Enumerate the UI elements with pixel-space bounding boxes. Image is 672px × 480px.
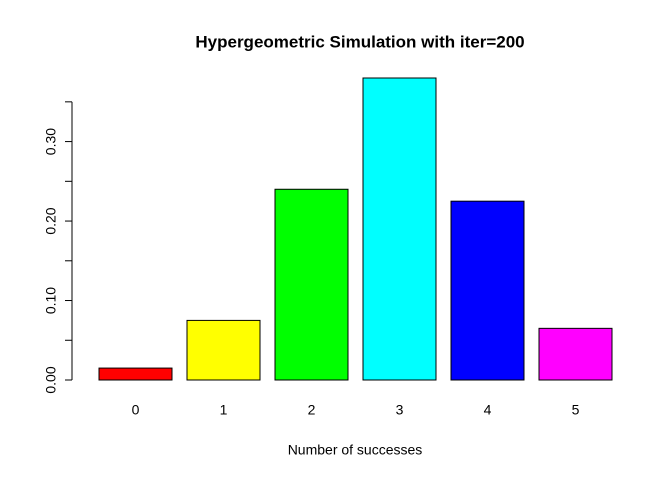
y-tick-label: 0.20 bbox=[43, 207, 59, 234]
y-tick-label: 0.00 bbox=[43, 366, 59, 393]
bar bbox=[362, 77, 437, 381]
y-tick-label: 0.10 bbox=[43, 287, 59, 314]
chart-title: Hypergeometric Simulation with iter=200 bbox=[195, 32, 524, 51]
x-tick-label: 2 bbox=[308, 402, 316, 418]
x-tick-label: 1 bbox=[220, 402, 228, 418]
bar bbox=[450, 200, 525, 381]
x-tick-label: 0 bbox=[132, 402, 140, 418]
y-tick-label: 0.30 bbox=[43, 128, 59, 155]
bar bbox=[538, 327, 613, 381]
bar bbox=[98, 367, 173, 381]
bar bbox=[274, 188, 349, 381]
x-tick-label: 3 bbox=[396, 402, 404, 418]
x-tick-label: 4 bbox=[484, 402, 492, 418]
bar bbox=[186, 319, 261, 381]
x-tick-label: 5 bbox=[572, 402, 580, 418]
x-axis-label: Number of successes bbox=[288, 442, 423, 458]
